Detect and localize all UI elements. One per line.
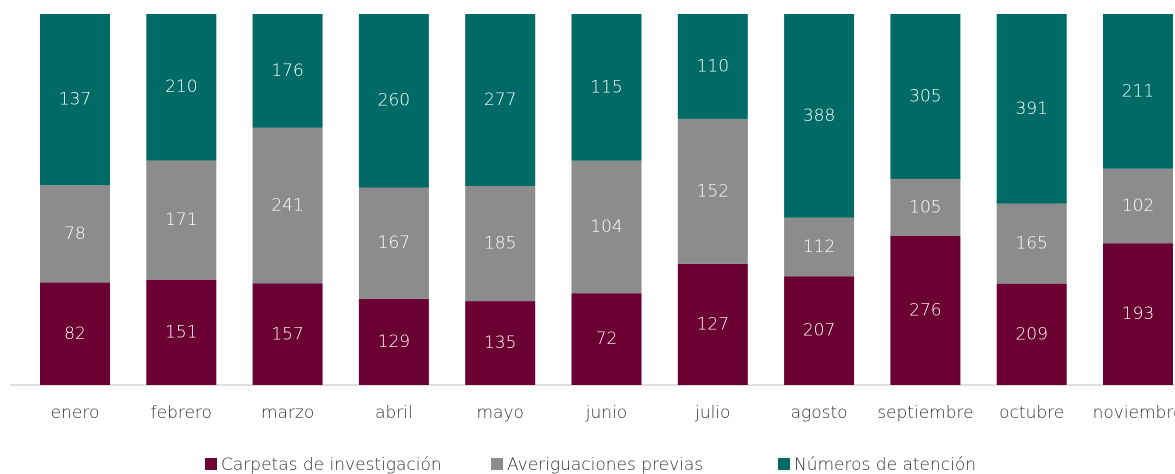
x-tick-label: febrero [151,403,212,423]
x-tick-label: abril [375,403,413,423]
bar-segment [252,283,323,385]
data-label: 165 [1015,234,1047,254]
bar-segment [571,14,642,161]
legend-swatch [778,458,790,470]
data-label: 185 [484,234,516,254]
legend-label: Carpetas de investigación [221,455,442,474]
data-label: 102 [1122,196,1154,216]
data-label: 210 [165,77,197,97]
bar-segment [677,118,748,264]
bar-segment [677,14,748,119]
bar-segment [571,293,642,385]
data-label: 171 [165,210,197,230]
x-tick-label: enero [51,403,100,423]
bar-segment [40,282,110,385]
data-label: 176 [271,61,303,81]
data-label: 167 [378,233,410,253]
bar-segment [465,301,536,385]
data-label: 388 [803,106,835,126]
data-label: 211 [1122,81,1154,101]
data-label: 152 [697,181,729,201]
bar-segment [996,14,1067,204]
bar-segment [996,283,1067,385]
legend-swatch [491,458,503,470]
bar-segment [784,217,855,277]
bar-segment [252,127,323,284]
data-label: 209 [1015,324,1047,344]
x-tick-label: julio [694,403,730,423]
bar-segment [40,14,110,186]
bar-segment [1103,168,1173,244]
bar-segment [1103,14,1173,169]
bar-segment [146,160,217,280]
bar-segment [146,279,217,385]
x-tick-label: octubre [999,403,1064,423]
x-tick-label: agosto [791,403,848,423]
x-tick-label: marzo [261,403,314,423]
data-label: 110 [697,56,729,76]
bar-segment [358,14,429,188]
bar-segment [890,14,961,179]
bar-segment [358,187,429,299]
data-label: 135 [484,333,516,353]
bar-segment [465,186,536,302]
data-label: 151 [165,322,197,342]
data-label: 112 [803,237,835,257]
data-label: 157 [271,324,303,344]
legend-label: Averiguaciones previas [507,455,703,474]
data-label: 104 [590,217,622,237]
bar-segment [677,263,748,385]
bar-segment [996,203,1067,284]
bar-segment [358,298,429,385]
bar-segment [571,160,642,294]
data-label: 260 [378,91,410,111]
data-label: 391 [1015,99,1047,119]
data-label: 72 [596,329,618,349]
data-label: 277 [484,90,516,110]
data-label: 129 [378,332,410,352]
bar-segment [252,14,323,128]
data-label: 207 [803,321,835,341]
x-tick-label: noviembre [1093,403,1175,423]
legend-label: Números de atención [794,455,976,474]
bar-segment [890,235,961,385]
data-label: 193 [1122,304,1154,324]
x-tick-label: mayo [476,403,523,423]
x-tick-label: septiembre [877,403,973,423]
x-tick-label: junio [585,403,627,423]
bar-segment [465,14,536,187]
data-label: 127 [697,314,729,334]
bar-segment [784,276,855,385]
bar-segment [1103,243,1173,385]
bar-segment [784,14,855,218]
data-label: 241 [271,196,303,216]
legend-swatch [205,458,217,470]
data-label: 115 [590,77,622,97]
bar-segment [146,14,217,161]
data-label: 137 [59,90,91,110]
data-label: 276 [909,300,941,320]
data-label: 82 [64,324,86,344]
bar-segment [890,178,961,236]
data-label: 305 [909,86,941,106]
bar-segment [40,185,110,283]
data-label: 105 [909,197,941,217]
data-label: 78 [64,224,86,244]
